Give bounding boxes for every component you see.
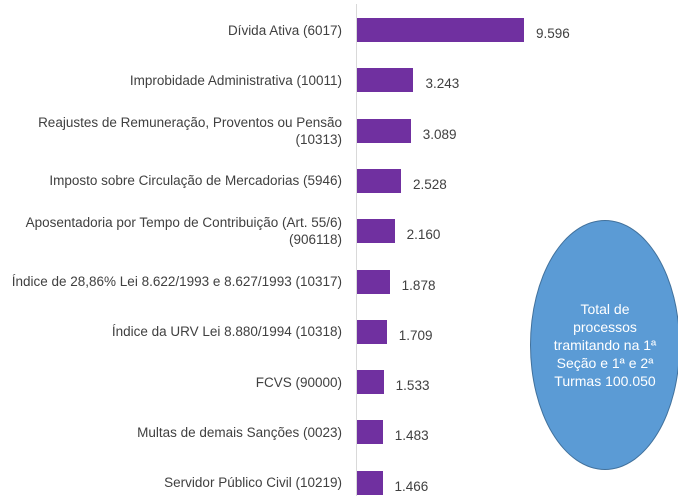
- value-label: 9.596: [536, 26, 570, 41]
- category-label: Multas de demais Sanções (0023): [137, 424, 342, 440]
- bar: [357, 18, 524, 42]
- value-label: 1.483: [394, 428, 429, 444]
- category-label: Reajustes de Remuneração, Proventos ou P…: [38, 114, 342, 147]
- bar: [357, 470, 383, 495]
- annotation-ellipse: Total de processos tramitando na 1ª Seçã…: [530, 220, 678, 470]
- category-label: Imposto sobre Circulação de Mercadorias …: [49, 173, 342, 189]
- bar: [357, 68, 414, 93]
- value-label: 1.533: [395, 378, 430, 394]
- bar: [357, 370, 384, 395]
- annotation: Total de processos tramitando na 1ª Seçã…: [553, 301, 657, 389]
- category-label: Dívida Ativa (6017): [227, 22, 342, 38]
- category-label: Aposentadoria por Tempo de Contribuição …: [25, 215, 342, 248]
- bar: [357, 420, 383, 445]
- category-label: Servidor Público Civil (10219): [164, 475, 342, 491]
- value-label: 2.160: [406, 227, 441, 243]
- value-label: 3.243: [425, 76, 460, 92]
- bar: [357, 168, 401, 193]
- value-label: 1.709: [398, 327, 433, 343]
- value-label: 2.528: [412, 176, 447, 192]
- bar: [357, 219, 395, 244]
- axis-line: [356, 4, 357, 496]
- bar: [357, 269, 390, 294]
- bar: [357, 319, 387, 344]
- bar: [357, 118, 411, 143]
- category-label: FCVS (90000): [255, 374, 342, 390]
- value-label: 1.878: [401, 277, 436, 293]
- category-label: Improbidade Administrativa (10011): [129, 72, 342, 88]
- category-label: Índice de 28,86% Lei 8.622/1993 e 8.627/…: [11, 274, 342, 289]
- category-label: Índice da URV Lei 8.880/1994 (10318): [111, 324, 342, 340]
- value-label: 1.466: [394, 478, 429, 494]
- value-label: 3.089: [422, 126, 457, 142]
